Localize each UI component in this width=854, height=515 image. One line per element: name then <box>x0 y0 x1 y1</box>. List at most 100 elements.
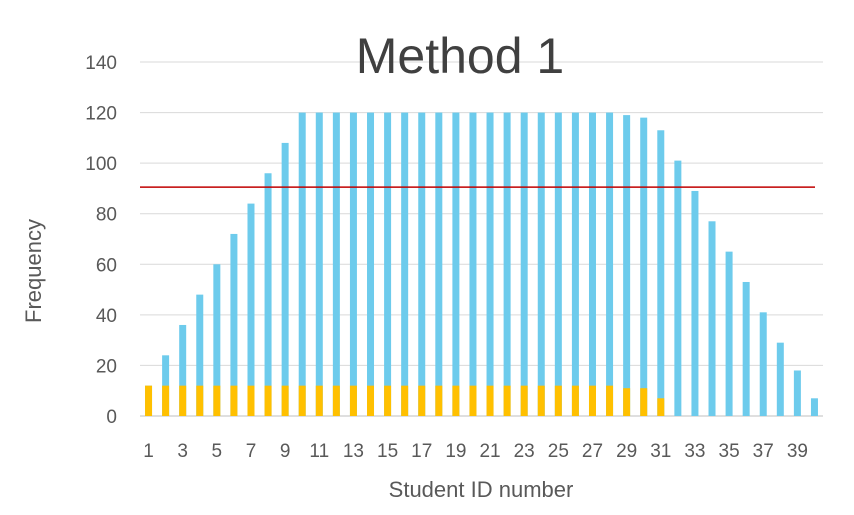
y-tick-label: 40 <box>96 306 117 327</box>
chart-title: Method 1 <box>356 28 564 84</box>
y-tick-label: 120 <box>85 104 117 125</box>
bar-orange <box>281 385 289 416</box>
x-tick-label: 9 <box>280 441 291 462</box>
bar-blue <box>418 112 426 417</box>
y-tick-label: 100 <box>85 154 117 175</box>
y-tick-label: 60 <box>96 255 117 276</box>
x-tick-label: 21 <box>479 441 500 462</box>
bar-blue <box>742 281 750 416</box>
bar-orange <box>367 385 375 416</box>
bar-orange <box>554 385 562 416</box>
bar-orange <box>401 385 409 416</box>
bar-blue <box>537 112 545 417</box>
bar-orange <box>623 388 631 416</box>
bar-blue <box>623 115 631 416</box>
bar-blue <box>435 112 443 417</box>
bar-blue <box>657 130 665 416</box>
y-tick-label: 140 <box>85 53 117 74</box>
bar-orange <box>145 385 153 416</box>
bar-orange <box>606 385 614 416</box>
x-tick-label: 13 <box>343 441 364 462</box>
x-tick-label: 29 <box>616 441 637 462</box>
bar-blue <box>640 117 648 416</box>
bar-orange <box>213 385 221 416</box>
bar-blue <box>554 112 562 417</box>
bar-blue <box>230 233 238 416</box>
bar-orange <box>384 385 392 416</box>
bar-orange <box>588 385 596 416</box>
bar-blue <box>384 112 392 417</box>
bar-orange <box>349 385 357 416</box>
y-axis-ticks: 0 20 40 60 80 100 120 140 <box>85 53 117 428</box>
x-tick-label: 25 <box>548 441 569 462</box>
x-tick-label: 33 <box>684 441 705 462</box>
bar-blue <box>315 112 323 417</box>
bar-orange <box>298 385 306 416</box>
x-tick-label: 1 <box>143 441 154 462</box>
x-tick-label: 35 <box>719 441 740 462</box>
bar-orange <box>657 398 665 416</box>
bar-orange <box>571 385 579 416</box>
y-axis-label: Frequency <box>21 219 46 323</box>
bar-blue <box>264 173 272 416</box>
bar-blue <box>179 324 187 416</box>
bar-blue <box>588 112 596 417</box>
x-tick-label: 23 <box>514 441 535 462</box>
bar-blue <box>691 190 699 416</box>
x-tick-label: 17 <box>411 441 432 462</box>
x-tick-label: 27 <box>582 441 603 462</box>
bar-blue <box>367 112 375 417</box>
bar-blue <box>469 112 477 417</box>
bar-orange <box>196 385 204 416</box>
x-tick-label: 3 <box>177 441 188 462</box>
bar-orange <box>640 388 648 416</box>
bar-blue <box>332 112 340 417</box>
x-tick-label: 5 <box>212 441 223 462</box>
bar-blue <box>247 203 255 416</box>
bar-blue <box>674 160 682 416</box>
bar-blue <box>571 112 579 417</box>
bar-orange <box>503 385 511 416</box>
bar-orange <box>179 385 187 416</box>
bar-blue <box>196 294 204 416</box>
x-tick-label: 37 <box>753 441 774 462</box>
x-tick-label: 7 <box>246 441 257 462</box>
x-tick-label: 11 <box>309 441 329 462</box>
bar-blue <box>725 251 733 416</box>
x-tick-label: 19 <box>445 441 466 462</box>
bar-blue <box>281 142 289 416</box>
gridlines <box>140 61 823 417</box>
bar-orange <box>247 385 255 416</box>
bar-orange <box>264 385 272 416</box>
bar-blue <box>401 112 409 417</box>
bar-orange <box>230 385 238 416</box>
bar-orange <box>452 385 460 416</box>
bar-orange <box>315 385 323 416</box>
y-tick-label: 80 <box>96 205 117 226</box>
x-axis-ticks: 1 3 5 7 9 11 13 15 17 19 21 23 25 27 29 31 33 35 37 39 <box>143 441 808 462</box>
x-tick-label: 15 <box>377 441 398 462</box>
bar-orange <box>162 385 170 416</box>
bar-orange <box>435 385 443 416</box>
bar-blue <box>452 112 460 417</box>
bar-blue <box>520 112 528 417</box>
bar-blue <box>708 221 716 416</box>
x-axis-label: Student ID number <box>389 477 574 502</box>
bar-blue <box>759 312 767 416</box>
bar-blue <box>349 112 357 417</box>
bar-blue <box>503 112 511 417</box>
y-tick-label: 20 <box>96 356 117 377</box>
bar-orange <box>520 385 528 416</box>
y-tick-label: 0 <box>106 407 117 428</box>
bar-blue <box>810 398 818 416</box>
x-tick-label: 31 <box>650 441 671 462</box>
bar-blue <box>793 370 801 416</box>
bar-blue <box>298 112 306 417</box>
x-tick-label: 39 <box>787 441 808 462</box>
bar-orange <box>418 385 426 416</box>
bar-blue <box>606 112 614 417</box>
bar-orange <box>537 385 545 416</box>
bar-orange <box>332 385 340 416</box>
